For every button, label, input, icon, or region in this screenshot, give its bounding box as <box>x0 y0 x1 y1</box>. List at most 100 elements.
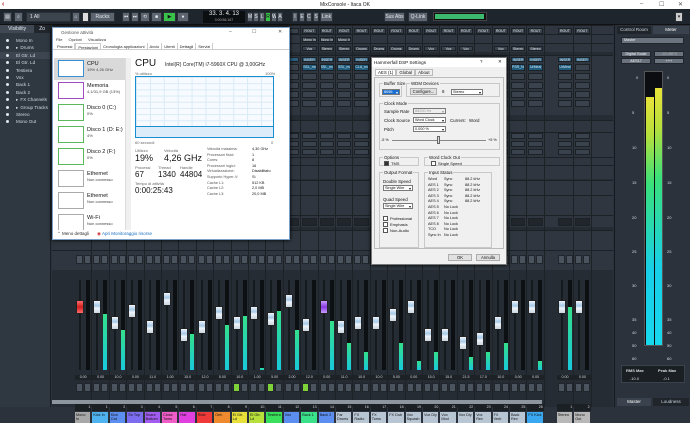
mute-button[interactable] <box>511 255 518 264</box>
send-slot[interactable] <box>302 133 317 139</box>
pan-control[interactable] <box>511 218 526 226</box>
solo-button[interactable] <box>240 255 248 264</box>
fader-track[interactable] <box>287 280 290 370</box>
channel-name[interactable]: FX Verb <box>492 412 508 423</box>
write-automation-button[interactable] <box>397 383 405 392</box>
cancel-button[interactable]: Annulla <box>476 254 500 261</box>
fader-handle[interactable] <box>371 316 380 330</box>
write-automation-button[interactable] <box>449 383 457 392</box>
performance-item[interactable]: Wi-Fi Non connesso <box>54 212 125 230</box>
fader-value[interactable]: 15.0 <box>440 375 457 380</box>
digital-scale-button[interactable]: Digital Scale <box>621 51 651 57</box>
insert-slot[interactable] <box>319 82 334 89</box>
visibility-toggle-icon[interactable] <box>6 120 9 124</box>
fader-value[interactable]: 10.0 <box>231 375 248 380</box>
routing-output-button[interactable]: ROUT <box>302 28 317 34</box>
racks-icon[interactable] <box>82 12 89 22</box>
insert-slot[interactable] <box>337 91 352 98</box>
visibility-item[interactable]: El Gtr. Ld <box>0 51 50 60</box>
plus-button[interactable]: +++ <box>654 58 684 64</box>
visibility-toggle-icon[interactable] <box>6 61 9 65</box>
send-slot[interactable] <box>557 141 573 147</box>
fader-value[interactable]: 15.0 <box>423 375 440 380</box>
visibility-item[interactable]: Testiera <box>0 67 50 74</box>
write-automation-button[interactable] <box>379 383 387 392</box>
fader-handle[interactable] <box>284 294 293 309</box>
read-automation-button[interactable] <box>441 383 449 392</box>
read-automation-button[interactable] <box>319 383 327 392</box>
output-routing-select[interactable]: Drums <box>354 46 369 51</box>
read-automation-button[interactable] <box>215 383 223 392</box>
read-automation-button[interactable] <box>389 383 397 392</box>
write-automation-button[interactable] <box>536 383 544 392</box>
visibility-toggle-icon[interactable] <box>6 46 9 50</box>
read-automation-button[interactable] <box>284 383 292 392</box>
zones-tab[interactable]: Zo <box>34 25 50 33</box>
inserts-header[interactable]: INSER <box>557 57 573 62</box>
write-automation-button[interactable] <box>171 383 178 392</box>
performance-item[interactable]: Ethernet Non connesso <box>54 190 125 212</box>
insert-slot[interactable] <box>575 91 590 98</box>
inserts-header[interactable]: INSER <box>319 57 334 62</box>
mute-button[interactable] <box>284 255 292 264</box>
fader-handle[interactable] <box>528 300 537 314</box>
insert-slot[interactable] <box>302 91 317 98</box>
menu-file[interactable]: File <box>56 37 63 42</box>
tab-avvio[interactable]: Avvio <box>148 43 163 49</box>
solo-button[interactable] <box>362 255 370 264</box>
fader-handle[interactable] <box>406 300 415 314</box>
channel-name[interactable]: Mono In <box>75 412 91 423</box>
routing-output-button[interactable]: ROUT <box>319 28 334 34</box>
send-slot[interactable] <box>354 149 369 155</box>
mute-button[interactable] <box>354 255 362 264</box>
channel-name[interactable]: El Gtr. Ld <box>231 412 247 423</box>
channel-name[interactable]: FX Toms <box>370 412 387 423</box>
send-slot[interactable] <box>528 141 543 147</box>
insert-slot[interactable] <box>337 82 352 89</box>
write-automation-button[interactable] <box>484 383 492 392</box>
visibility-item[interactable]: ▸ Drums <box>0 44 50 51</box>
fader-handle[interactable] <box>93 300 102 314</box>
maximize-button[interactable]: ☐ <box>659 2 665 8</box>
insert-slot[interactable] <box>575 64 590 71</box>
solo-button[interactable] <box>275 255 283 264</box>
insert-slot[interactable] <box>337 73 352 80</box>
folder-expand-icon[interactable]: ▸ <box>16 97 19 103</box>
channel-name[interactable]: Mono Out <box>574 412 590 423</box>
output-routing-select[interactable]: Drums <box>389 46 404 51</box>
visibility-toggle-icon[interactable] <box>6 68 9 72</box>
fader-value[interactable]: 0.00 <box>127 375 144 380</box>
quad-speed-select[interactable]: Single Wire <box>383 203 413 209</box>
write-automation-button[interactable] <box>466 383 474 392</box>
insert-slot[interactable]: CLA_mo <box>354 64 369 71</box>
insert-slot[interactable] <box>354 100 369 107</box>
channel-name[interactable]: Stereo <box>556 412 573 423</box>
mute-button[interactable] <box>319 255 327 264</box>
fader-track[interactable] <box>461 280 464 370</box>
solo-button[interactable] <box>223 255 231 264</box>
fader-value[interactable]: 12.0 <box>301 375 318 380</box>
tab-processi[interactable]: Processi <box>55 43 76 49</box>
insert-slot[interactable] <box>528 82 543 89</box>
pan-control[interactable] <box>557 218 573 226</box>
read-automation-button[interactable] <box>197 383 205 392</box>
fader-handle[interactable] <box>575 300 584 314</box>
insert-slot[interactable] <box>511 82 526 89</box>
inserts-header[interactable]: INSER <box>302 57 317 62</box>
performance-list-scrollbar[interactable] <box>126 58 131 230</box>
write-automation-button[interactable] <box>188 383 196 392</box>
automation-m-button[interactable]: M <box>247 12 253 22</box>
solo-button[interactable] <box>258 255 265 264</box>
send-slot[interactable] <box>511 149 526 155</box>
solo-button[interactable] <box>327 255 335 264</box>
toolbar-e-button[interactable]: E <box>299 12 305 22</box>
send-slot[interactable] <box>302 149 317 155</box>
mute-button[interactable] <box>557 255 565 264</box>
insert-slot[interactable] <box>319 100 334 107</box>
write-automation-button[interactable] <box>84 383 91 392</box>
fader-value[interactable]: 15.0 <box>179 375 196 380</box>
write-automation-button[interactable] <box>414 383 422 392</box>
send-slot[interactable] <box>575 141 590 147</box>
mute-button[interactable] <box>302 255 310 264</box>
tab-control-room[interactable]: Control Room <box>617 26 651 34</box>
